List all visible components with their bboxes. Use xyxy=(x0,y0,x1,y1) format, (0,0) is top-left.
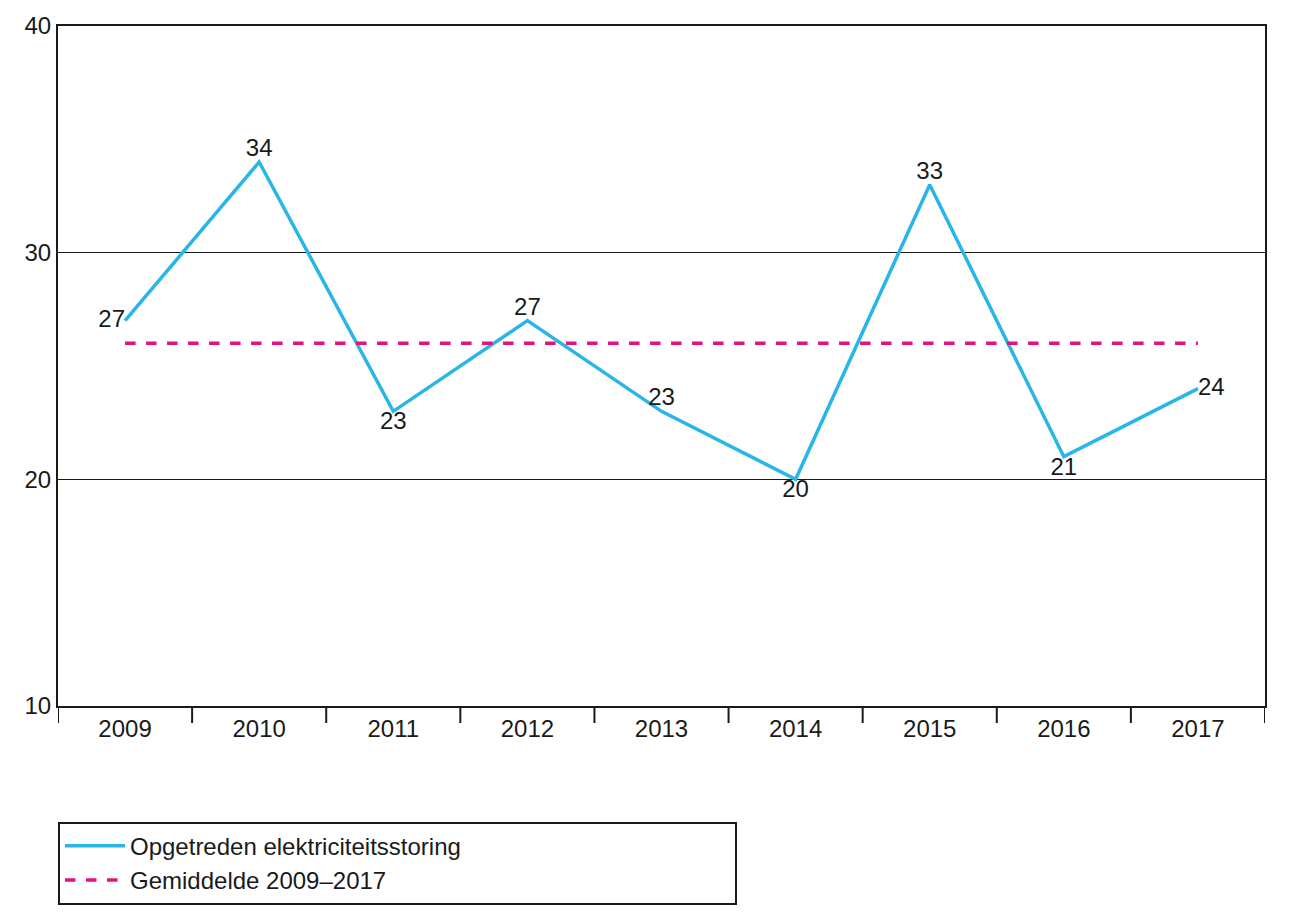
svg-text:40: 40 xyxy=(24,12,51,39)
svg-text:27: 27 xyxy=(98,305,125,332)
svg-text:Opgetreden elektriciteitsstori: Opgetreden elektriciteitsstoring xyxy=(130,833,461,860)
svg-text:21: 21 xyxy=(1050,453,1077,480)
svg-text:34: 34 xyxy=(246,134,273,161)
svg-text:23: 23 xyxy=(380,407,407,434)
svg-text:2017: 2017 xyxy=(1171,715,1224,742)
svg-text:10: 10 xyxy=(24,692,51,719)
svg-text:Gemiddelde 2009–2017: Gemiddelde 2009–2017 xyxy=(130,867,386,894)
svg-text:33: 33 xyxy=(916,157,943,184)
svg-text:30: 30 xyxy=(24,239,51,266)
svg-text:2016: 2016 xyxy=(1037,715,1090,742)
svg-text:2015: 2015 xyxy=(903,715,956,742)
svg-text:23: 23 xyxy=(648,383,675,410)
svg-text:20: 20 xyxy=(24,466,51,493)
svg-text:2009: 2009 xyxy=(98,715,151,742)
svg-text:2014: 2014 xyxy=(769,715,822,742)
svg-text:2011: 2011 xyxy=(367,715,419,742)
svg-text:2010: 2010 xyxy=(232,715,285,742)
svg-text:2012: 2012 xyxy=(501,715,554,742)
svg-text:20: 20 xyxy=(782,475,809,502)
svg-text:2013: 2013 xyxy=(635,715,688,742)
svg-text:27: 27 xyxy=(514,293,541,320)
svg-text:24: 24 xyxy=(1198,373,1225,400)
